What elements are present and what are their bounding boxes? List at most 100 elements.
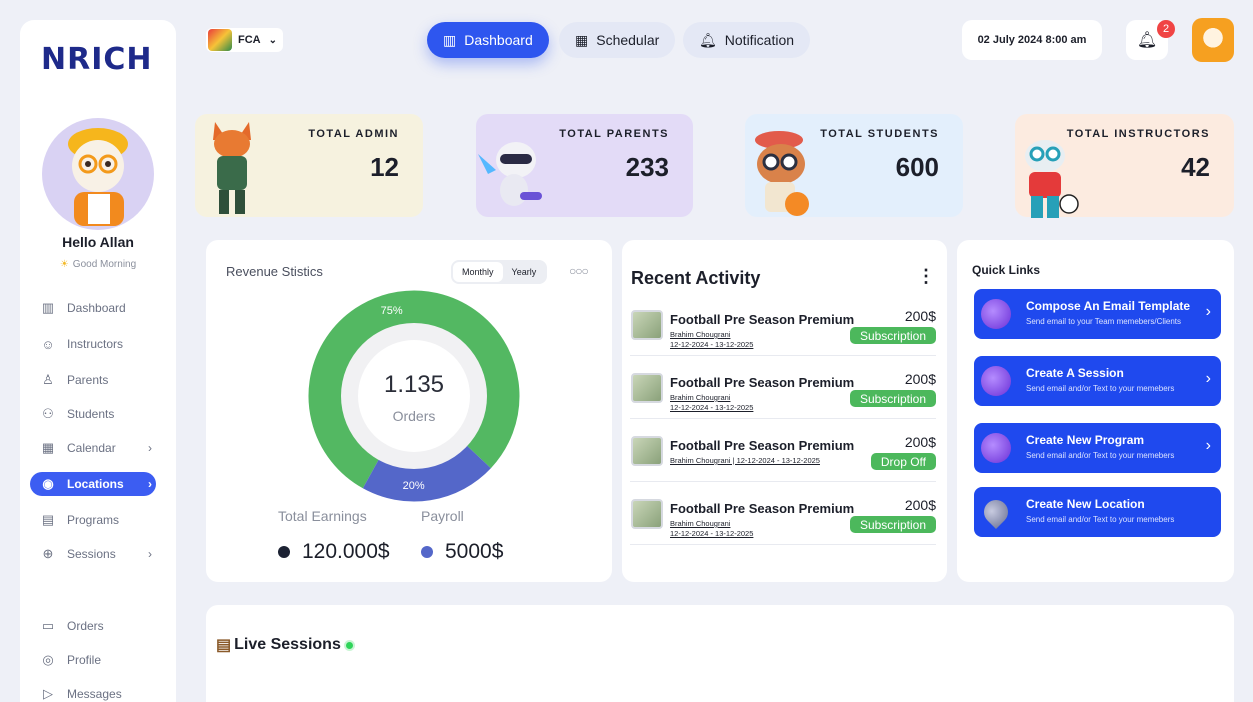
donut-slice-payroll (362, 445, 491, 502)
activity-thumbnail (631, 373, 663, 403)
stat-value: 233 (625, 152, 669, 182)
activity-dates: 12-12-2024 - 13-12-2025 (670, 529, 754, 538)
quick-link-create-location[interactable]: Create New Location Send email and/or Te… (974, 487, 1221, 537)
quick-link-create-session[interactable]: Create A Session Send email and/or Text … (974, 356, 1221, 406)
map-pin-icon (979, 495, 1013, 529)
sidebar-item-label: Calendar (67, 441, 116, 455)
sidebar-item-label: Profile (67, 653, 102, 667)
stat-card-students: TOTAL STUDENTS 600 (745, 114, 963, 217)
quick-link-create-program[interactable]: Create New Program Send email and/or Tex… (974, 423, 1221, 473)
sidebar-item-messages[interactable]: ▷ Messages (30, 682, 156, 702)
clipboard-icon: ▤ (216, 637, 232, 654)
fox-mascot-icon (213, 122, 251, 214)
sidebar-item-label: Locations (67, 477, 124, 491)
sidebar-item-label: Programs (67, 513, 120, 527)
quick-link-name: Create New Location (1026, 497, 1145, 511)
quick-link-description: Send email to your Team memebers/Clients (1026, 317, 1182, 326)
quick-link-description: Send email and/or Text to your memebers (1026, 451, 1175, 460)
avatar (40, 100, 158, 240)
stat-card-parents: TOTAL PARENTS 233 (476, 114, 693, 217)
activity-row[interactable]: Football Pre Season Premium Brahim Choug… (630, 491, 936, 545)
stat-value: 42 (1181, 152, 1210, 182)
activity-row[interactable]: Football Pre Season Premium Brahim Choug… (630, 428, 936, 482)
sidebar-item-label: Students (67, 407, 115, 421)
kebab-menu-icon[interactable]: ⋮ (917, 266, 935, 286)
activity-name: Football Pre Season Premium (670, 501, 855, 516)
sidebar-item-students[interactable]: ⚇ Students (30, 402, 156, 426)
activity-name: Football Pre Season Premium (670, 375, 855, 390)
sidebar-item-label: Messages (67, 687, 122, 701)
quick-link-name: Create A Session (1026, 366, 1124, 380)
program-calendar-icon (981, 433, 1011, 463)
sidebar-item-label: Sessions (67, 547, 116, 561)
activity-details: Brahim Chougrani 12-12-2024 - 13-12-2025 (670, 519, 753, 539)
user-avatar[interactable] (1192, 18, 1234, 62)
sidebar-item-instructors[interactable]: ☺ Instructors (30, 332, 156, 356)
sidebar-item-calendar[interactable]: ▦ Calendar › (30, 436, 156, 460)
send-icon: ▷ (43, 686, 53, 701)
users-icon: ⚇ (42, 406, 54, 421)
calendar-icon: ▦ (575, 31, 589, 48)
activity-person: Brahim Chougrani (670, 330, 731, 339)
donut-slice-label: 75% (381, 305, 403, 317)
revenue-title: Revenue Stistics (226, 264, 323, 279)
quick-link-name: Create New Program (1026, 433, 1145, 447)
quick-link-compose-email[interactable]: Compose An Email Template Send email to … (974, 289, 1221, 339)
legend-dot (421, 546, 433, 558)
tab-schedular[interactable]: ▦ Schedular (559, 22, 676, 58)
revenue-panel: Revenue Stistics Monthly Yearly ○○○ 1.13… (206, 240, 612, 582)
user-icon: ♙ (42, 372, 54, 387)
greeting-subtitle-text: Good Morning (72, 259, 137, 270)
sidebar-item-locations[interactable]: ◉ Locations › (30, 472, 156, 496)
organization-logo (208, 29, 232, 51)
sidebar-item-parents[interactable]: ♙ Parents (30, 368, 156, 392)
tab-notification[interactable]: 🔔︎ Notification (683, 22, 811, 58)
activity-price: 200$ (904, 434, 936, 450)
activity-row[interactable]: Football Pre Season Premium Brahim Choug… (630, 365, 936, 419)
activity-person: Brahim Chougrani | 12-12-2024 - 13-12-20… (670, 456, 820, 465)
recent-activity-panel: Recent Activity ⋮ Football Pre Season Pr… (622, 240, 947, 582)
chart-icon: ▥ (443, 31, 457, 48)
bell-icon: 🔔︎ (1136, 32, 1158, 49)
email-template-icon (981, 299, 1011, 329)
revenue-donut-chart: 1.135 Orders 75% 20% (308, 290, 520, 502)
session-icon (981, 366, 1011, 396)
activity-name: Football Pre Season Premium (670, 312, 855, 327)
sidebar: NRICH Hello Allan ☀ Good Morning ▥ Dashboa… (20, 20, 176, 702)
greeting-subtitle: ☀ Good Morning (20, 259, 176, 270)
legend-earnings-label: Total Earnings (278, 508, 367, 524)
sidebar-item-programs[interactable]: ▤ Programs (30, 508, 156, 532)
toggle-monthly[interactable]: Monthly (453, 262, 503, 282)
status-badge: Subscription (849, 390, 936, 407)
sidebar-item-profile[interactable]: ◎ Profile (30, 648, 156, 672)
bird-mascot-icon (1025, 140, 1079, 218)
sidebar-item-dashboard[interactable]: ▥ Dashboard (30, 296, 156, 320)
tab-dashboard[interactable]: ▥ Dashboard (427, 22, 549, 58)
sidebar-item-orders[interactable]: ▭ Orders (30, 614, 156, 638)
calendar-icon: ▦ (41, 440, 55, 455)
sidebar-item-sessions[interactable]: ⊕ Sessions › (30, 542, 156, 566)
activity-row[interactable]: Football Pre Season Premium Brahim Choug… (630, 302, 936, 356)
organization-name: FCA (238, 34, 261, 46)
user-plus-icon: ☺ (41, 336, 55, 352)
date-display: 02 July 2024 8:00 am (962, 20, 1102, 60)
stat-value: 600 (895, 152, 939, 182)
more-options-icon[interactable]: ○○○ (569, 264, 589, 278)
dog-mascot-icon (755, 131, 809, 216)
stat-label: TOTAL ADMIN (308, 128, 399, 140)
activity-dates: 12-12-2024 - 13-12-2025 (670, 340, 754, 349)
organization-selector[interactable]: FCA ⌄ (206, 28, 283, 52)
tab-label: Schedular (596, 32, 660, 48)
activity-price: 200$ (904, 371, 936, 387)
chevron-right-icon: › (1205, 437, 1211, 454)
toggle-yearly[interactable]: Yearly (511, 267, 537, 277)
chevron-right-icon: › (148, 547, 152, 561)
stat-label: TOTAL PARENTS (559, 128, 669, 140)
recent-activity-title: Recent Activity (631, 268, 761, 288)
greeting: Hello Allan (62, 234, 134, 250)
donut-center-value: 1.135 (384, 371, 444, 398)
live-sessions-title: ▤ Live Sessions (216, 635, 353, 655)
legend-earnings-value: 120.000$ (302, 540, 390, 563)
legend-payroll-label: Payroll (421, 508, 464, 524)
sidebar-item-label: Parents (67, 373, 109, 387)
